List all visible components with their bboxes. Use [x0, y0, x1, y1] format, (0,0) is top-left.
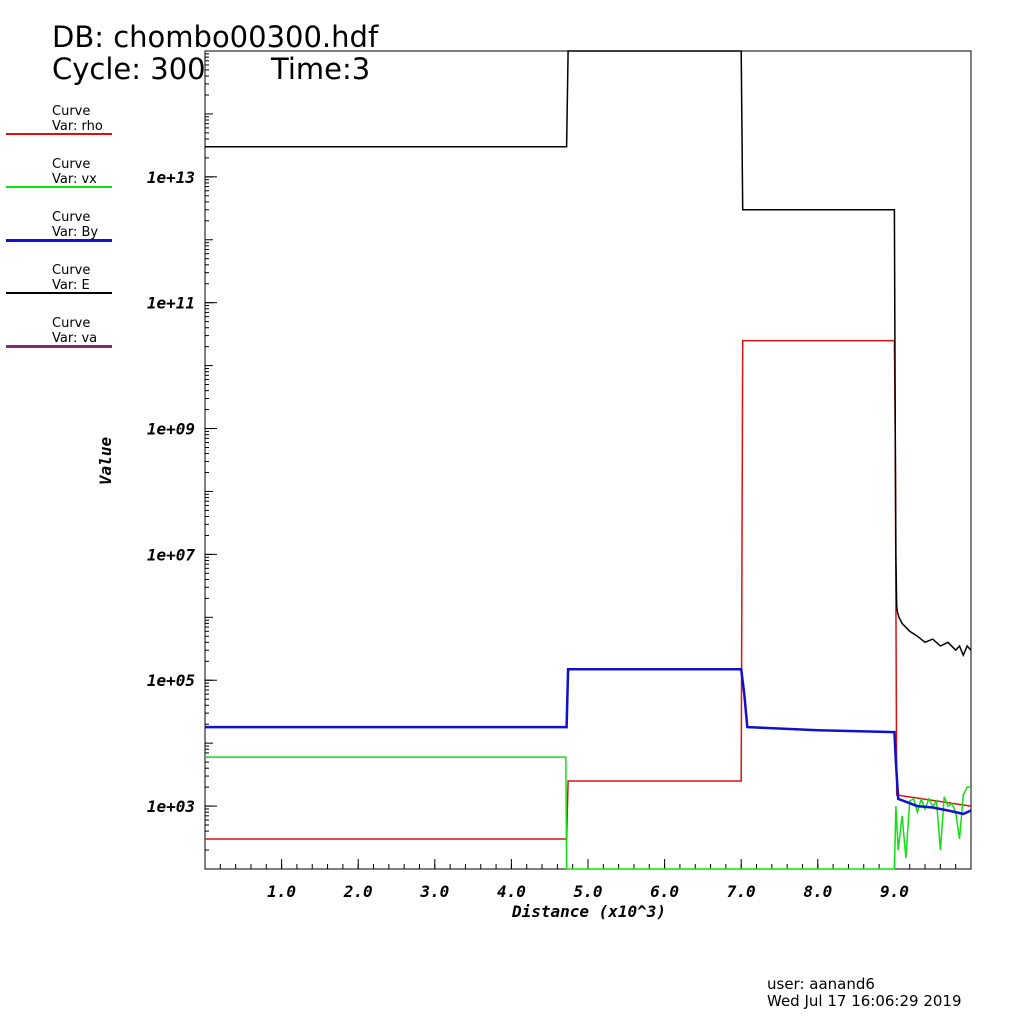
legend-var-label: Var: va	[52, 331, 98, 346]
series-line-e	[205, 50, 972, 658]
legend-swatch	[6, 133, 112, 135]
x-tick-label: 7.0	[727, 882, 756, 901]
y-tick-label: 1e+11	[147, 294, 195, 313]
db-title: DB: chombo00300.hdf	[52, 20, 379, 54]
y-tick-label: 1e+13	[147, 168, 195, 187]
x-tick-label: 5.0	[574, 882, 603, 901]
legend-var-label: Var: E	[52, 278, 90, 293]
footer-date: Wed Jul 17 16:06:29 2019	[767, 992, 962, 1010]
legend-swatch	[6, 345, 112, 348]
legend-curve-label: Curve	[52, 104, 91, 119]
legend-swatch	[6, 186, 112, 188]
legend-item-e: Curve Var: E	[0, 263, 120, 303]
time-label: Time:3	[271, 52, 371, 86]
legend-curve-label: Curve	[52, 316, 91, 331]
legend-swatch	[6, 292, 112, 294]
y-tick-label: 1e+05	[147, 671, 195, 690]
x-axis-title: Distance (x10^3)	[511, 902, 666, 921]
legend-curve-label: Curve	[52, 157, 91, 172]
legend-item-vx: Curve Var: vx	[0, 157, 120, 197]
x-tick-label: 3.0	[419, 882, 449, 901]
x-tick-label: 4.0	[497, 882, 526, 901]
minor-ticks	[204, 53, 972, 870]
x-tick-label: 2.0	[343, 882, 373, 901]
legend-var-label: Var: rho	[52, 119, 103, 134]
legend-swatch	[6, 239, 112, 242]
y-tick-label: 1e+03	[147, 797, 195, 816]
y-tick-label: 1e+09	[147, 420, 195, 439]
series-layer	[205, 50, 972, 870]
series-line-rho	[205, 339, 972, 840]
series-line-by	[205, 667, 972, 816]
legend-item-by: Curve Var: By	[0, 210, 120, 250]
legend-var-label: Var: vx	[52, 172, 97, 187]
legend-curve-label: Curve	[52, 263, 91, 278]
x-tick-label: 8.0	[803, 882, 832, 901]
legend-curve-label: Curve	[52, 210, 91, 225]
y-axis-title: Value	[96, 437, 115, 486]
series-line-vx	[205, 756, 971, 870]
legend-item-rho: Curve Var: rho	[0, 104, 120, 144]
x-tick-label: 9.0	[880, 882, 909, 901]
x-tick-label: 6.0	[650, 882, 679, 901]
footer-user: user: aanand6	[767, 975, 875, 993]
cycle-label: Cycle: 300	[52, 52, 206, 86]
plot-frame	[204, 50, 972, 870]
legend-var-label: Var: By	[52, 225, 99, 240]
axis-ticks: 1.0 2.0 3.0 4.0 5.0 6.0 7.0 8.0 9.0 1e+03 1e+05 1e+…	[147, 168, 909, 901]
x-tick-label: 1.0	[267, 882, 296, 901]
y-tick-label: 1e+07	[147, 545, 196, 564]
legend-item-va: Curve Var: va	[0, 316, 120, 356]
